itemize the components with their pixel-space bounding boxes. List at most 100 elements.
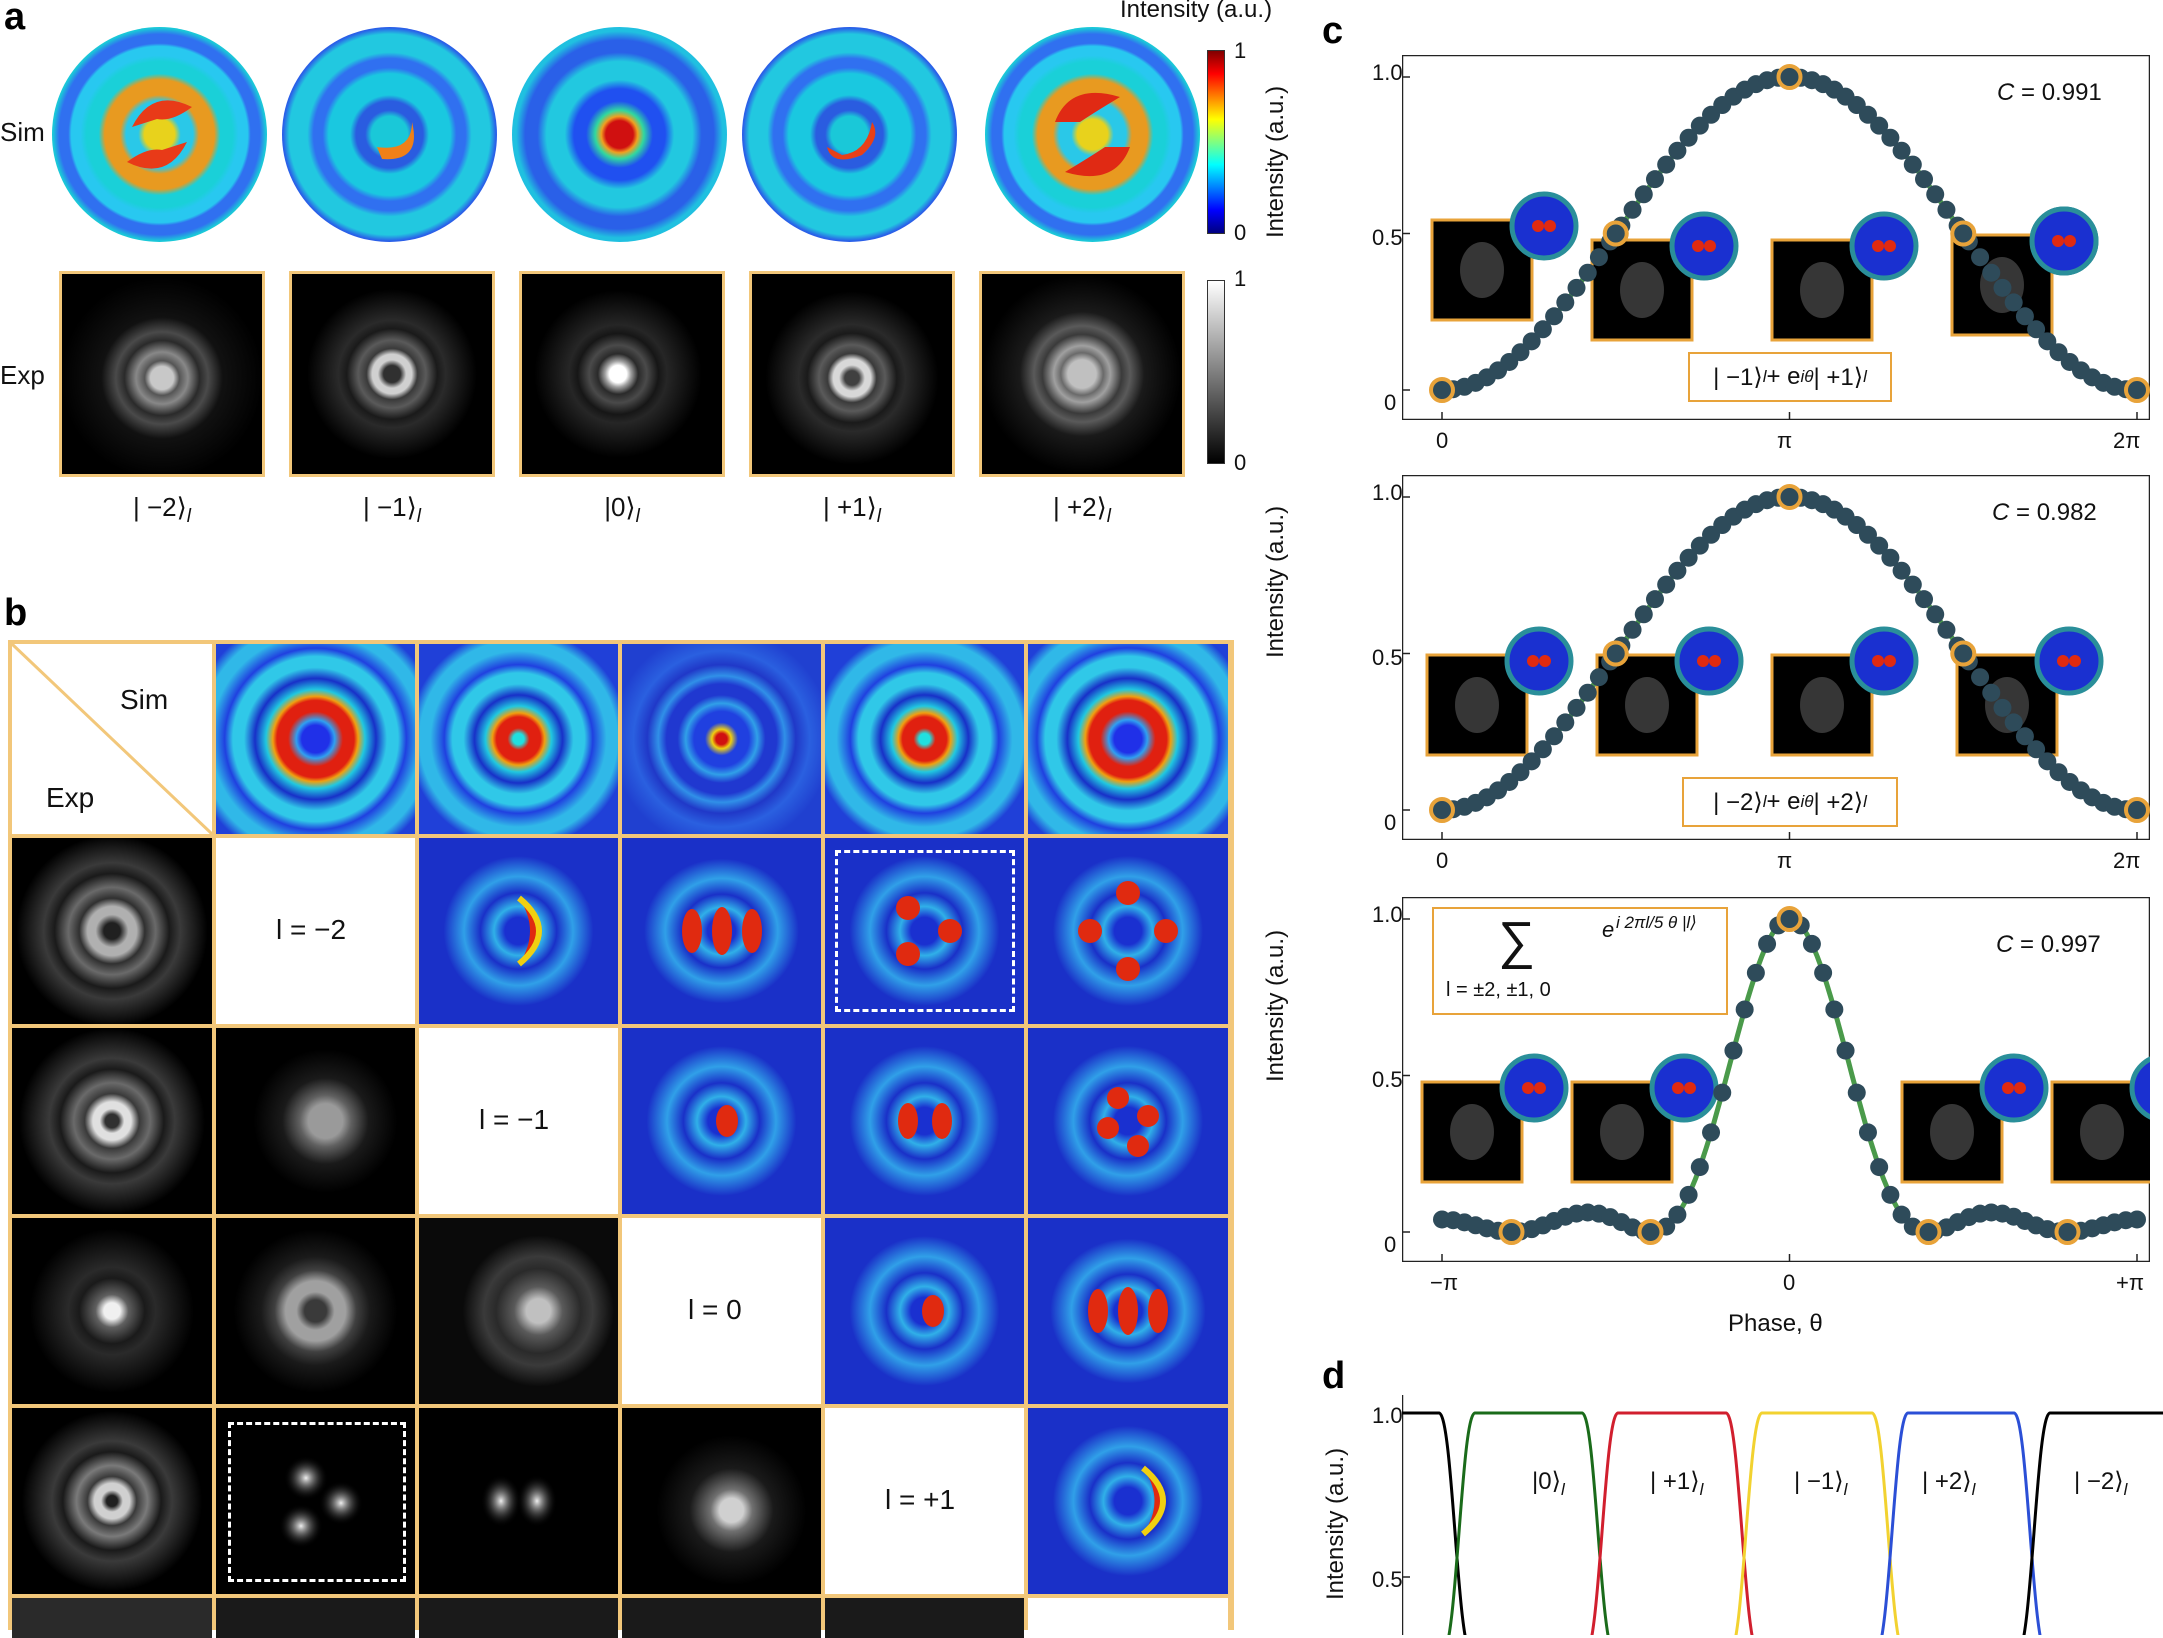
plot-c2-ylabel: Intensity (a.u.) <box>1262 505 1289 658</box>
exp-tile-l-plus-1 <box>749 271 955 477</box>
inset-sim-spot <box>2064 235 2076 247</box>
inset-sim-spot <box>1684 1082 1696 1094</box>
inset-spot <box>1455 677 1499 733</box>
data-point <box>1881 548 1900 567</box>
exp-cell-r2 <box>12 1028 212 1214</box>
ket-l-plus-1: | +1⟩l <box>823 492 881 528</box>
inset-0 <box>1420 1053 1569 1184</box>
data-point <box>1702 1123 1721 1142</box>
data-point <box>1892 141 1911 160</box>
row-label-exp: Exp <box>0 360 45 390</box>
data-point <box>1713 1083 1732 1102</box>
exp-cell-r4 <box>12 1408 212 1594</box>
data-point <box>1858 525 1877 544</box>
d-channel-trace <box>1590 1411 1754 1635</box>
ket-l-minus-1: | −1⟩l <box>363 492 421 528</box>
plot-c2-ytick-1: 1.0 <box>1372 480 1403 505</box>
panel-c-letter: c <box>1322 10 1344 52</box>
diag-cell-l-plus-2 <box>1028 1598 1228 1638</box>
inset-spot <box>1450 1104 1494 1160</box>
data-point <box>1858 1123 1877 1142</box>
highlight-point <box>1602 640 1629 667</box>
inset-1 <box>1590 211 1739 342</box>
data-point <box>1567 278 1586 297</box>
plot-c1-xtick-1: 0 <box>1436 428 1449 453</box>
exp-tile-l-0 <box>519 271 725 477</box>
data-point <box>1971 248 1990 267</box>
cbar-sim-bottom: 0 <box>1234 220 1247 245</box>
exp-tile-l-minus-2 <box>59 271 265 477</box>
plot-c1-canvas <box>1402 55 2150 420</box>
d-ket-minus-2: | −2⟩l <box>2074 1468 2128 1499</box>
data-point <box>1623 200 1642 219</box>
sim-disk-l-minus-1 <box>282 27 497 242</box>
data-point <box>1668 561 1687 580</box>
data-point <box>1724 1041 1743 1060</box>
data-point <box>1814 963 1833 982</box>
exp-cell-r5-c3 <box>622 1598 821 1638</box>
sim-cell-r2-c4 <box>825 1028 1024 1214</box>
highlight-point <box>1637 1219 1664 1245</box>
plot-c3-ytick-1: 1.0 <box>1372 902 1403 927</box>
data-point <box>1578 683 1597 702</box>
panel-a-letter: a <box>4 0 26 38</box>
plot-d-ylabel: Intensity (a.u.) <box>1322 1447 1349 1600</box>
plot-c2-xtick-3: 2π <box>2113 848 2141 873</box>
data-point <box>2128 1210 2146 1229</box>
data-point <box>1993 698 2012 717</box>
sim-cell-l-minus-1 <box>419 644 618 834</box>
d-ket-plus-2: | +2⟩l <box>1922 1468 1976 1499</box>
inset-sim-spot <box>1522 1082 1534 1094</box>
diag-cell-l-0: l = 0 <box>622 1218 821 1404</box>
data-point <box>1679 128 1698 147</box>
data-point <box>2027 740 2046 759</box>
sim-cell-r1-c2 <box>419 838 618 1024</box>
inset-sim-spot <box>2014 1082 2026 1094</box>
panel-b-letter: b <box>4 592 28 634</box>
data-point <box>1589 248 1608 267</box>
inset-spot <box>1620 262 1664 318</box>
d-channel-trace <box>1880 1411 2042 1635</box>
inset-sim-spot <box>2057 655 2069 667</box>
highlight-point <box>1950 640 1977 667</box>
plot-c2-xtick-2: π <box>1777 848 1793 873</box>
sim-cell-r2-c3 <box>622 1028 821 1214</box>
inset-1 <box>1595 626 1744 757</box>
data-point <box>1657 155 1676 174</box>
inset-sim-spot <box>1709 655 1721 667</box>
data-point <box>1847 1083 1866 1102</box>
data-point <box>1982 263 2001 282</box>
inset-0 <box>1425 626 1574 757</box>
inset-sim-spot <box>2069 655 2081 667</box>
inset-sim-spot <box>1884 240 1896 252</box>
plot-c1-state-box: | −1⟩ l + e iθ | +1⟩ l <box>1688 352 1892 402</box>
inset-sim-spot <box>1884 655 1896 667</box>
data-point <box>1511 763 1530 782</box>
gray-colorbar <box>1207 280 1225 464</box>
data-point <box>1870 1158 1889 1177</box>
sim-cell-r1-c5 <box>1028 838 1228 1024</box>
cbar-sim-top: 1 <box>1234 38 1247 63</box>
exp-cell-r4-c3 <box>622 1408 821 1594</box>
cbar-exp-bottom: 0 <box>1234 450 1247 475</box>
sim-cell-l-0 <box>622 644 821 834</box>
data-point <box>1971 668 1990 687</box>
d-ket-0: |0⟩l <box>1532 1468 1565 1499</box>
data-point <box>1870 116 1889 135</box>
d-channel-trace <box>2022 1411 2163 1635</box>
exp-cell-r2-c1 <box>216 1028 415 1214</box>
data-point <box>1915 170 1934 189</box>
exp-cell-r3-c1 <box>216 1218 415 1404</box>
panel-d-letter: d <box>1322 1355 1346 1397</box>
data-point <box>2015 727 2034 746</box>
data-point <box>1533 320 1552 339</box>
sim-cell-r3-c5 <box>1028 1218 1228 1404</box>
data-point <box>1533 740 1552 759</box>
plot-c3: C = 0.997 ∑ e i 2πl/5 θ |l⟩ l = ±2, ±1, … <box>1402 897 2150 1262</box>
plot-c3-contrast: C = 0.997 <box>1996 931 2101 958</box>
sim-cell-r4-c5 <box>1028 1408 1228 1594</box>
highlight-point <box>2124 377 2150 403</box>
plot-c3-ytick-2: 0.5 <box>1372 1067 1403 1092</box>
data-point <box>1679 1185 1698 1204</box>
inset-spot <box>1800 677 1844 733</box>
